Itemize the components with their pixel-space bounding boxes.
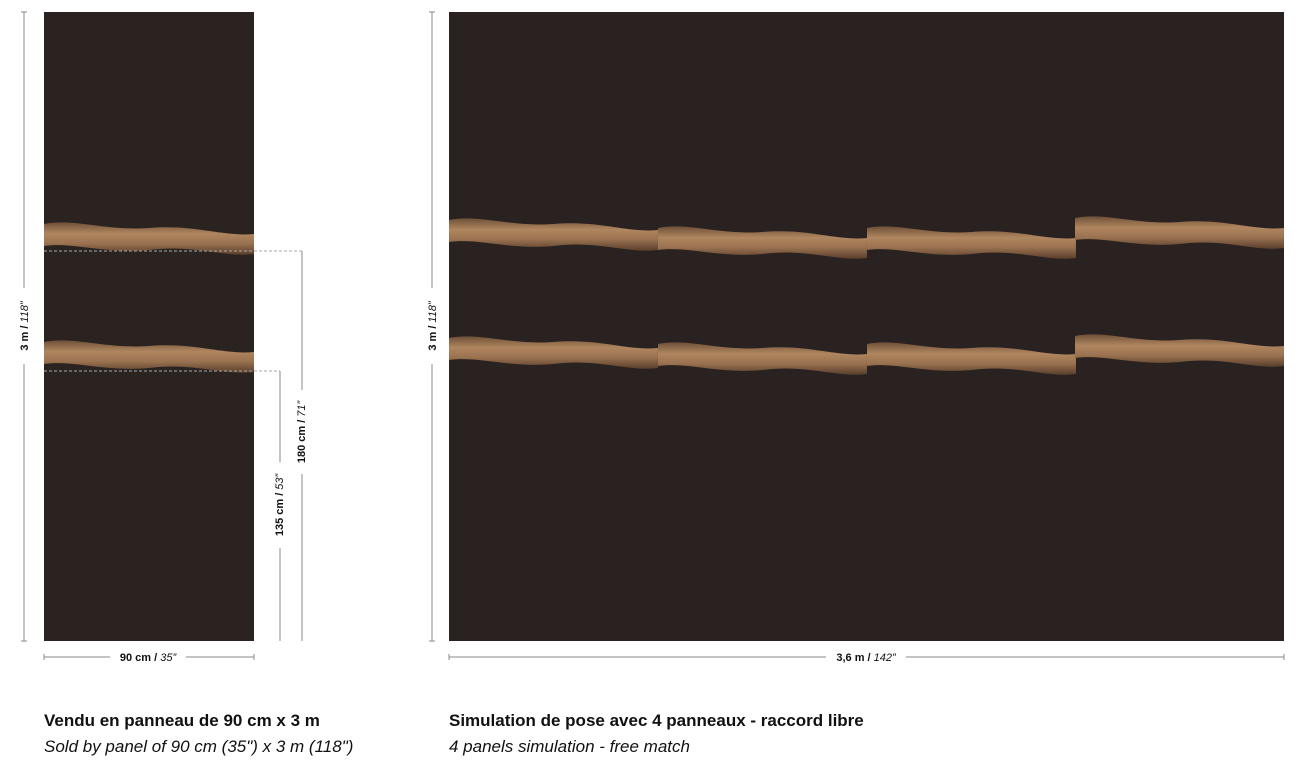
dim-inches: 53” (274, 473, 286, 490)
height-label: 3 m / 118” (427, 300, 439, 351)
simulation-panels (449, 12, 1284, 641)
dimensions-panel: 3 m / 118” 90 cm /35” 180 cm / 71” 135 cm … (17, 11, 309, 664)
width-label: 90 cm /35” (120, 652, 178, 664)
dim-inches: 35” (160, 652, 177, 664)
repeat-large-label: 180 cm / 71” (296, 400, 308, 464)
dim-inches: 118” (427, 300, 439, 323)
caption-subtitle: 4 panels simulation - free match (449, 737, 690, 756)
label-gap (425, 288, 439, 364)
width-label: 3,6 m / 142” (836, 652, 897, 664)
simulation-background (449, 12, 1284, 641)
label-gap (17, 288, 31, 364)
dim-value: 90 cm / (120, 652, 157, 664)
label-gap (826, 650, 906, 664)
dimensions-simulation: 3 m / 118” 3,6 m / 142” (425, 11, 1285, 664)
label-gap (295, 390, 309, 474)
repeat-small-label: 135 cm / 53” (274, 473, 286, 537)
caption-title: Simulation de pose avec 4 panneaux - rac… (449, 711, 864, 730)
dim-inches: 118” (19, 300, 31, 323)
dim-value: 3,6 m / (836, 652, 870, 664)
dim-value: 135 cm / (274, 493, 286, 536)
caption-subtitle: Sold by panel of 90 cm (35") x 3 m (118"… (44, 737, 353, 756)
dim-value: 180 cm / (296, 420, 308, 463)
panel-background (44, 12, 254, 641)
dim-value: 3 m / (427, 326, 439, 351)
dim-inches: 71” (296, 400, 308, 417)
label-gap (273, 462, 287, 548)
height-label: 3 m / 118” (19, 300, 31, 351)
caption-title: Vendu en panneau de 90 cm x 3 m (44, 711, 320, 730)
dim-inches: 142” (874, 652, 897, 664)
label-gap (110, 650, 186, 664)
single-panel (44, 12, 254, 641)
dim-value: 3 m / (19, 326, 31, 351)
